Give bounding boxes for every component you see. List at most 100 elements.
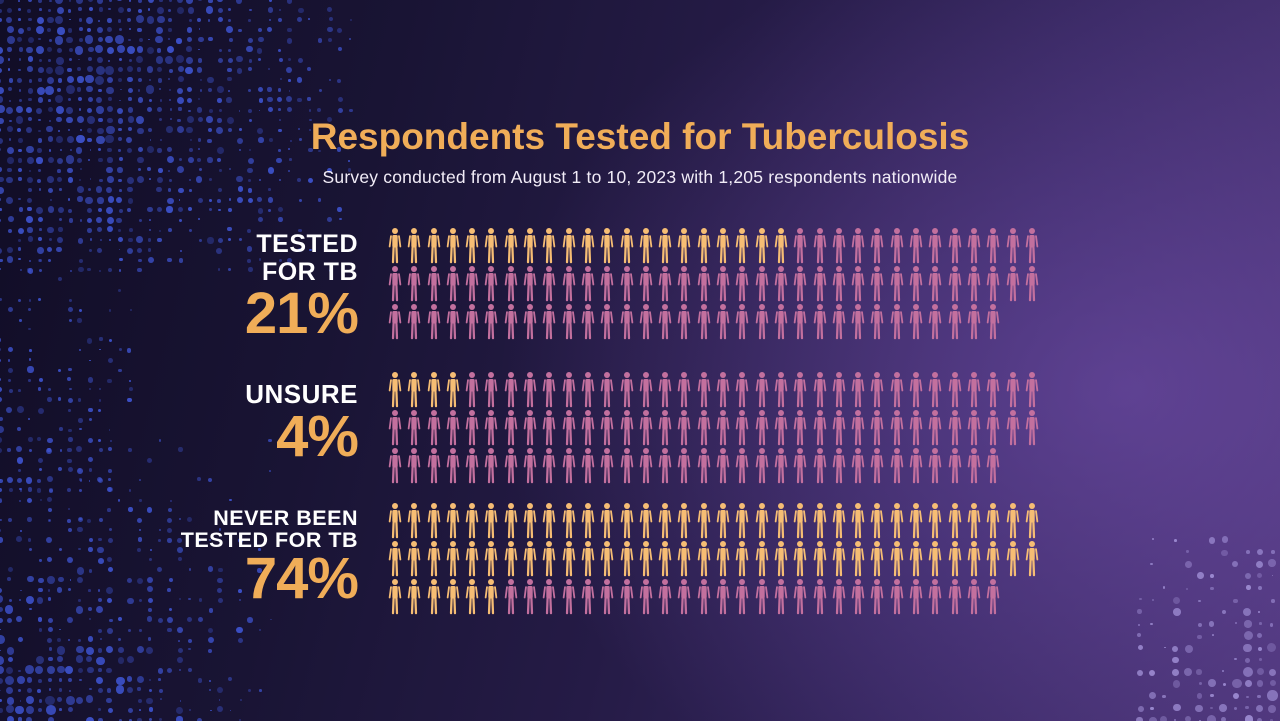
person-icon xyxy=(774,228,788,264)
person-icon xyxy=(716,304,730,340)
category-label: FOR TB xyxy=(261,258,358,286)
pictogram-rows xyxy=(388,372,1044,486)
person-icon xyxy=(716,579,730,615)
person-icon xyxy=(793,503,807,539)
person-icon xyxy=(504,579,518,615)
person-icon xyxy=(716,503,730,539)
person-icon xyxy=(543,372,556,408)
person-icon xyxy=(909,304,923,340)
person-icon xyxy=(1006,266,1019,302)
person-icon xyxy=(755,579,769,615)
person-icon xyxy=(543,228,556,264)
person-icon xyxy=(465,541,479,577)
person-icon xyxy=(485,372,498,408)
person-icon xyxy=(697,410,711,446)
person-icon xyxy=(407,304,421,340)
person-icon xyxy=(639,503,653,539)
person-icon xyxy=(620,541,633,577)
person-icon xyxy=(388,304,402,340)
person-icon xyxy=(967,503,981,539)
person-icon xyxy=(465,410,479,446)
person-icon xyxy=(620,579,633,615)
person-icon xyxy=(716,266,730,302)
person-icon xyxy=(793,541,807,577)
person-icon xyxy=(485,228,498,264)
person-icon xyxy=(890,448,904,484)
person-icon xyxy=(678,541,691,577)
person-icon xyxy=(735,448,749,484)
person-icon xyxy=(446,304,460,340)
person-icon xyxy=(774,448,788,484)
person-icon xyxy=(774,579,788,615)
person-icon xyxy=(388,503,402,539)
person-icon xyxy=(581,503,595,539)
person-icon xyxy=(581,410,595,446)
person-icon xyxy=(523,448,537,484)
chart-title: Respondents Tested for Tuberculosis xyxy=(310,116,970,157)
person-icon xyxy=(909,448,923,484)
pictogram-row xyxy=(388,503,1044,539)
person-icon xyxy=(755,228,769,264)
person-icon xyxy=(581,579,595,615)
person-icon xyxy=(485,448,498,484)
person-icon xyxy=(678,448,691,484)
person-icon xyxy=(678,579,691,615)
person-icon xyxy=(639,372,653,408)
person-icon xyxy=(678,228,691,264)
person-icon xyxy=(1025,541,1039,577)
person-icon xyxy=(986,266,1000,302)
person-icon xyxy=(986,448,1000,484)
person-icon xyxy=(890,266,904,302)
person-icon xyxy=(832,304,846,340)
person-icon xyxy=(871,503,884,539)
category-value: 74% xyxy=(244,546,359,611)
person-icon xyxy=(986,410,1000,446)
person-icon xyxy=(562,448,576,484)
person-icon xyxy=(793,579,807,615)
person-icon xyxy=(1006,503,1019,539)
person-icon xyxy=(523,541,537,577)
person-icon xyxy=(716,410,730,446)
person-icon xyxy=(793,266,807,302)
person-icon xyxy=(909,372,923,408)
person-icon xyxy=(967,448,981,484)
person-icon xyxy=(851,372,865,408)
person-icon xyxy=(1025,266,1039,302)
category-label: TESTED xyxy=(256,230,358,258)
person-icon xyxy=(678,503,691,539)
person-icon xyxy=(716,228,730,264)
category-value: 21% xyxy=(244,281,359,346)
person-icon xyxy=(504,228,518,264)
person-icon xyxy=(890,541,904,577)
person-icon xyxy=(851,579,865,615)
person-icon xyxy=(600,448,614,484)
person-icon xyxy=(909,410,923,446)
person-icon xyxy=(871,410,884,446)
person-icon xyxy=(928,503,942,539)
person-icon xyxy=(967,579,981,615)
person-icon xyxy=(697,579,711,615)
person-icon xyxy=(485,304,498,340)
person-icon xyxy=(813,579,826,615)
person-icon xyxy=(909,228,923,264)
person-icon xyxy=(890,503,904,539)
person-icon xyxy=(832,541,846,577)
person-icon xyxy=(1025,372,1039,408)
person-icon xyxy=(388,372,402,408)
person-icon xyxy=(658,503,672,539)
person-icon xyxy=(793,228,807,264)
person-icon xyxy=(620,266,633,302)
person-icon xyxy=(600,410,614,446)
person-icon xyxy=(890,304,904,340)
person-icon xyxy=(562,541,576,577)
person-icon xyxy=(562,228,576,264)
person-icon xyxy=(600,579,614,615)
person-icon xyxy=(427,579,440,615)
person-icon xyxy=(504,448,518,484)
person-icon xyxy=(543,410,556,446)
person-icon xyxy=(755,410,769,446)
person-icon xyxy=(1025,503,1039,539)
person-icon xyxy=(735,579,749,615)
person-icon xyxy=(581,448,595,484)
